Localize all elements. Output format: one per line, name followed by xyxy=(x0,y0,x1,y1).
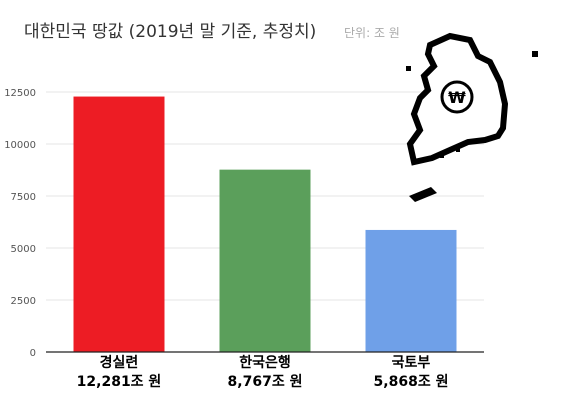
bars xyxy=(74,97,457,352)
island-dot xyxy=(456,148,460,152)
y-tick-label: 10000 xyxy=(4,140,36,151)
dokdo-dot xyxy=(532,51,538,57)
island-dot xyxy=(412,158,416,162)
category-label: 한국은행 xyxy=(239,355,291,371)
unit-note: 단위: 조 원 xyxy=(344,26,400,40)
island-dot xyxy=(440,154,444,158)
won-symbol: ₩ xyxy=(448,88,466,107)
y-tick-label: 5000 xyxy=(11,244,36,255)
island-dot xyxy=(406,66,411,71)
value-label: 5,868조 원 xyxy=(374,374,449,390)
jeju-island xyxy=(409,187,437,202)
category-labels: 경실련 12,281조 원 한국은행 8,767조 원 국토부 5,868조 원 xyxy=(77,354,449,390)
chart-title: 대한민국 땅값 (2019년 말 기준, 추정치) xyxy=(24,22,316,42)
category-label: 국토부 xyxy=(392,355,431,371)
value-label: 12,281조 원 xyxy=(77,374,162,390)
bar-2 xyxy=(220,170,311,352)
bar-1 xyxy=(74,97,165,352)
korea-map-icon: ₩ xyxy=(406,36,538,202)
bar-3 xyxy=(366,230,457,352)
y-tick-label: 12500 xyxy=(4,88,36,99)
value-label: 8,767조 원 xyxy=(228,374,303,390)
y-axis: 0 2500 5000 7500 10000 12500 xyxy=(4,88,36,359)
category-label: 경실련 xyxy=(100,354,139,371)
y-tick-label: 2500 xyxy=(11,296,36,307)
y-tick-label: 0 xyxy=(30,348,36,359)
y-tick-label: 7500 xyxy=(11,192,36,203)
